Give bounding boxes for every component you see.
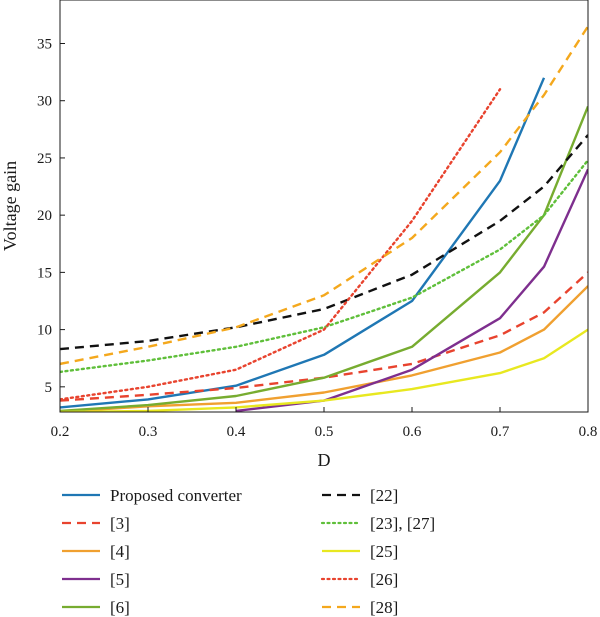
y-axis-label: Voltage gain bbox=[0, 161, 20, 251]
legend-label-8: [26] bbox=[370, 570, 398, 589]
series-line-6 bbox=[60, 159, 588, 374]
y-tick-label: 35 bbox=[37, 36, 52, 52]
x-axis: 0.2 0.3 0.4 0.5 0.6 0.7 0.8 bbox=[51, 407, 598, 440]
legend-label-6: [23], [27] bbox=[370, 514, 435, 533]
legend-label-4: [6] bbox=[110, 598, 130, 617]
x-tick-label: 0.4 bbox=[227, 424, 246, 440]
x-tick-label: 0.5 bbox=[315, 424, 334, 440]
legend-label-1: [3] bbox=[110, 514, 130, 533]
series-line-5 bbox=[60, 134, 588, 351]
x-tick-label: 0.8 bbox=[579, 424, 598, 440]
legend-label-9: [28] bbox=[370, 598, 398, 617]
x-axis-label: D bbox=[318, 450, 331, 470]
x-tick-label: 0.3 bbox=[139, 424, 158, 440]
series-line-9 bbox=[60, 25, 588, 366]
series-line-4 bbox=[60, 105, 588, 412]
x-tick-label: 0.7 bbox=[491, 424, 510, 440]
legend-label-5: [22] bbox=[370, 486, 398, 505]
plot-frame bbox=[59, 0, 589, 413]
series-layer bbox=[60, 25, 588, 412]
y-tick-label: 20 bbox=[37, 208, 52, 224]
y-tick-label: 5 bbox=[45, 380, 53, 396]
y-axis: 5 10 15 20 25 30 35 bbox=[37, 36, 65, 396]
series-line-0 bbox=[60, 77, 546, 409]
legend-label-2: [4] bbox=[110, 542, 130, 561]
y-tick-label: 25 bbox=[37, 151, 52, 167]
legend: Proposed converter [3] [4] [5] [6] [22] [23], … bbox=[62, 486, 435, 617]
legend-label-3: [5] bbox=[110, 570, 130, 589]
x-tick-label: 0.2 bbox=[51, 424, 70, 440]
series-line-8 bbox=[60, 88, 502, 401]
legend-label-7: [25] bbox=[370, 542, 398, 561]
x-tick-label: 0.6 bbox=[403, 424, 422, 440]
y-tick-label: 10 bbox=[37, 323, 52, 339]
series-line-7 bbox=[60, 328, 588, 412]
series-line-1 bbox=[60, 271, 588, 402]
legend-label-0: Proposed converter bbox=[110, 486, 242, 505]
y-tick-label: 30 bbox=[37, 94, 52, 110]
y-tick-label: 15 bbox=[37, 265, 52, 281]
